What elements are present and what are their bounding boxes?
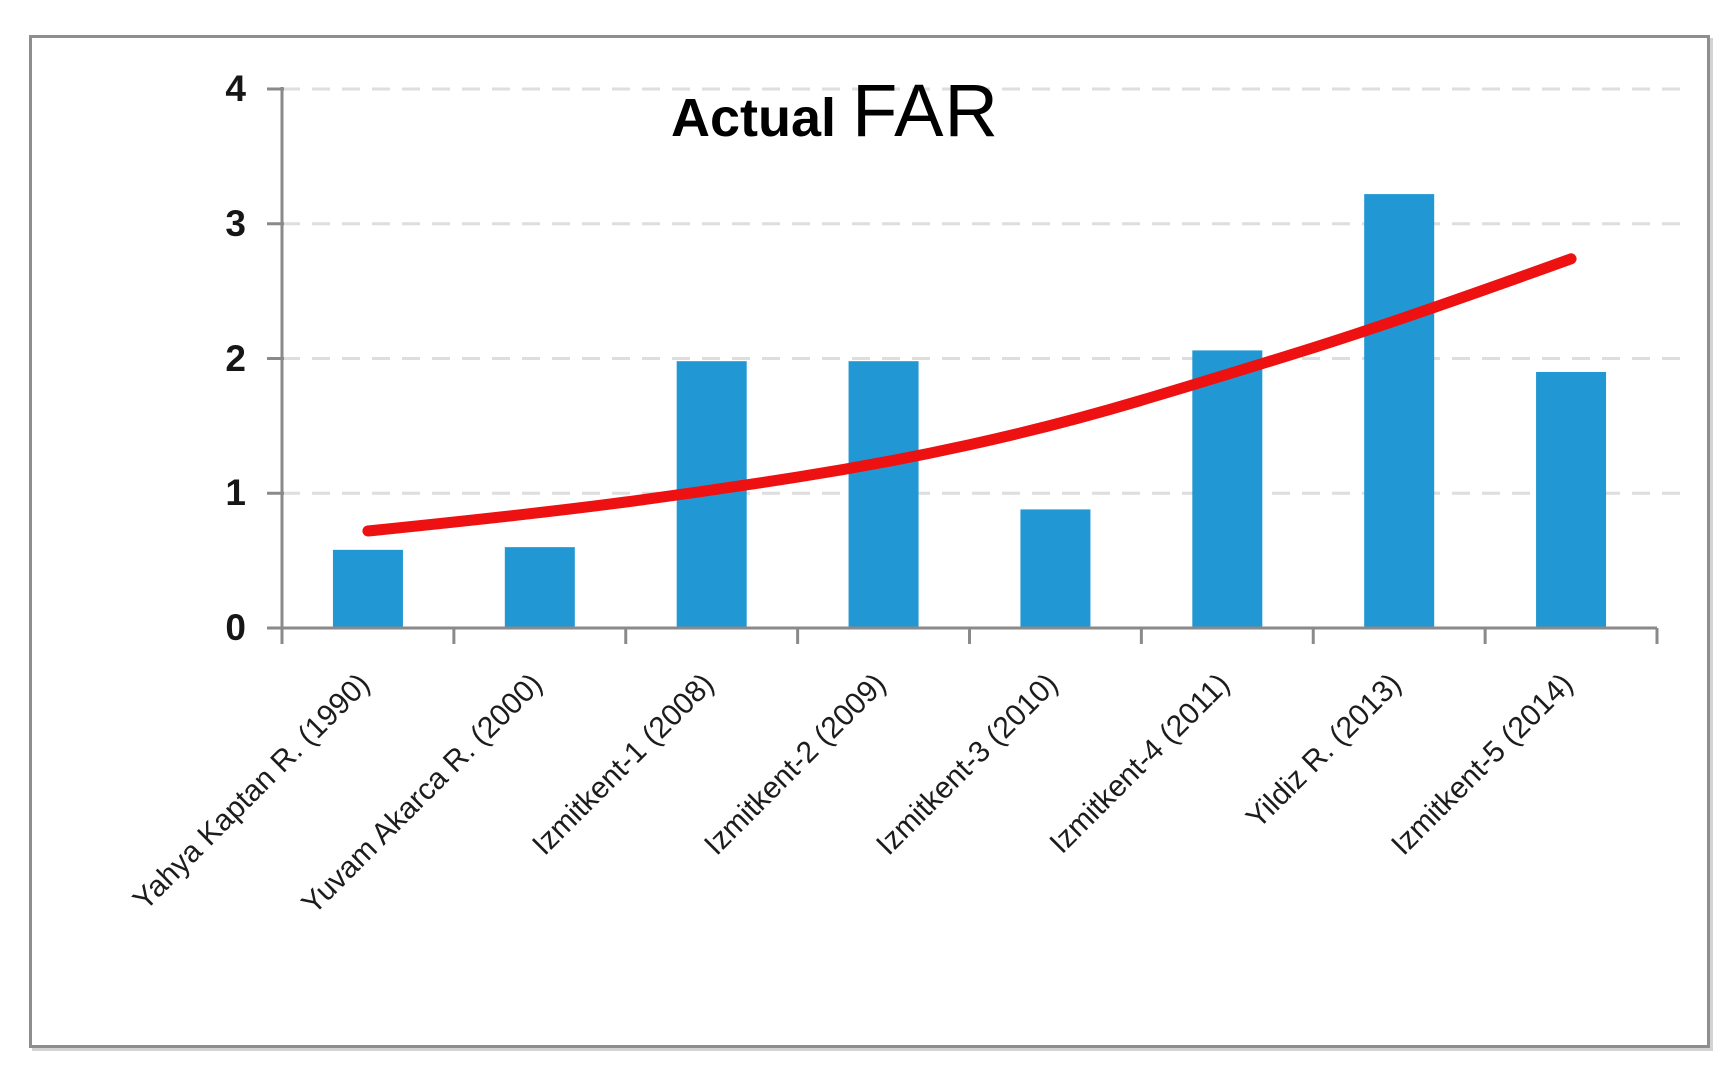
x-axis-label-8: Izmitkent-5 (2014) [1385,667,1580,862]
x-axis-label-6: Izmitkent-4 (2011) [1043,667,1236,861]
bar-2 [504,547,575,628]
y-axis-label-4: 4 [225,68,246,109]
bar-5 [1020,509,1091,628]
bar-6 [1192,350,1263,628]
bar-1 [332,549,403,628]
y-axis-label-2: 2 [225,337,246,379]
y-axis-label-0: 0 [225,607,246,648]
x-axis-label-3: Izmitkent-1 (2008) [526,667,721,862]
x-axis-label-4: Izmitkent-2 (2009) [697,667,893,862]
trend-line [362,253,1577,537]
bar-7 [1364,194,1435,629]
bar-4 [848,361,919,628]
chart-title-emphasis: FAR [852,69,999,152]
chart-frame-border [29,35,1710,1048]
bar-8 [1536,371,1607,628]
y-axis-label-1: 1 [225,472,246,514]
x-axis-label-7: Yildiz R. (2013) [1240,667,1408,835]
chart-title: Actual FAR [100,68,1570,158]
x-axis-label-5: Izmitkent-3 (2010) [869,667,1065,862]
y-axis-label-3: 3 [225,202,246,244]
chart-title-main: Actual [671,88,837,148]
